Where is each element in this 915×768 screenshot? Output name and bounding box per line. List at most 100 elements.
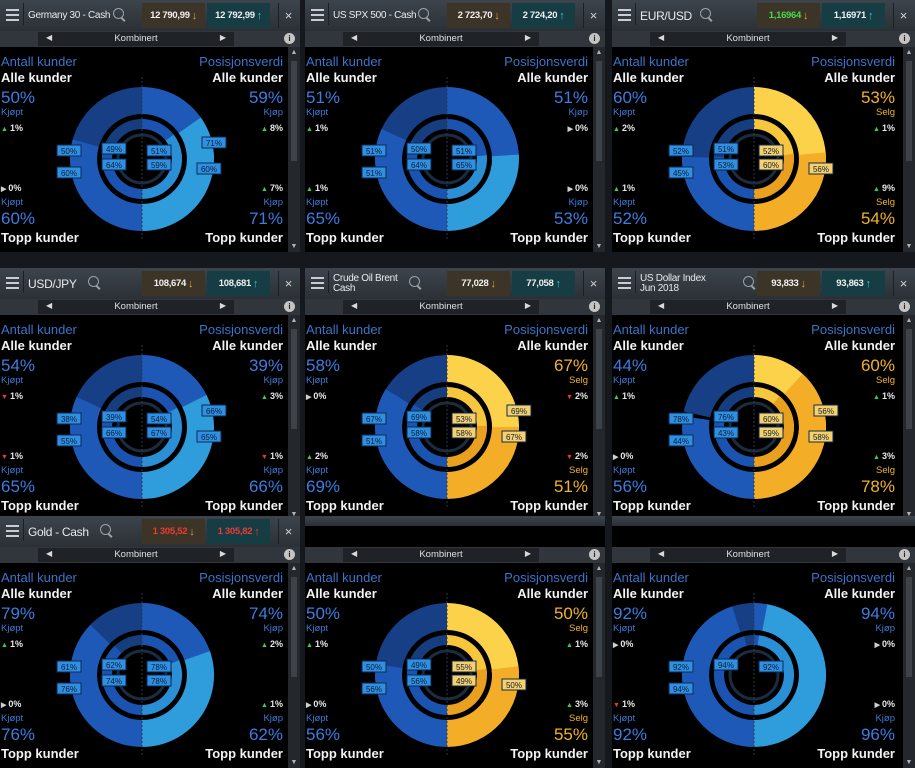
scrollbar[interactable]: ▲ ▼ — [288, 315, 300, 520]
prev-arrow-icon[interactable]: ◀ — [46, 301, 53, 310]
sell-price-button[interactable]: 1 305,52 ↓ — [142, 519, 205, 544]
search-icon[interactable] — [88, 276, 99, 287]
info-icon[interactable]: i — [899, 549, 910, 560]
menu-icon[interactable] — [2, 271, 24, 293]
close-button[interactable]: × — [583, 271, 603, 296]
scrollbar[interactable]: ▲ ▼ — [593, 315, 605, 520]
buy-price-button[interactable]: 108,681 ↑ — [207, 271, 270, 296]
close-button[interactable]: × — [893, 271, 913, 296]
search-icon[interactable] — [418, 8, 429, 19]
next-arrow-icon[interactable]: ▶ — [831, 301, 838, 310]
scroll-thumb[interactable] — [906, 577, 912, 677]
next-arrow-icon[interactable]: ▶ — [831, 33, 838, 42]
info-icon[interactable]: i — [899, 33, 910, 44]
prev-arrow-icon[interactable]: ◀ — [658, 301, 665, 310]
buy-price-button[interactable]: 77,058 ↑ — [512, 271, 575, 296]
buy-price-button[interactable]: 1,16971 ↑ — [822, 3, 885, 28]
close-button[interactable]: × — [278, 271, 298, 296]
sell-price-button[interactable]: 2 723,70 ↓ — [447, 3, 510, 28]
mode-selector[interactable]: ◀ ▶ Kombinert — [343, 300, 539, 314]
next-arrow-icon[interactable]: ▶ — [524, 549, 531, 558]
scrollbar[interactable]: ▲ ▼ — [288, 47, 300, 252]
scroll-down-icon[interactable]: ▼ — [595, 511, 603, 518]
scrollbar[interactable]: ▲ ▼ — [593, 563, 605, 768]
sell-price-button[interactable]: 1,16964 ↓ — [757, 3, 820, 28]
scroll-thumb[interactable] — [906, 61, 912, 161]
scroll-up-icon[interactable]: ▲ — [905, 565, 913, 572]
buy-price-button[interactable]: 93,863 ↑ — [822, 271, 885, 296]
prev-arrow-icon[interactable]: ◀ — [351, 549, 358, 558]
sell-price-button[interactable]: 77,028 ↓ — [447, 271, 510, 296]
scroll-thumb[interactable] — [596, 329, 602, 429]
prev-arrow-icon[interactable]: ◀ — [46, 33, 53, 42]
next-arrow-icon[interactable]: ▶ — [219, 301, 226, 310]
instrument-name[interactable]: USD/JPY — [28, 271, 136, 296]
search-icon[interactable] — [100, 524, 111, 535]
search-icon[interactable] — [700, 8, 711, 19]
scroll-up-icon[interactable]: ▲ — [290, 317, 298, 324]
scroll-thumb[interactable] — [291, 577, 297, 677]
next-arrow-icon[interactable]: ▶ — [524, 301, 531, 310]
info-icon[interactable]: i — [589, 549, 600, 560]
menu-icon[interactable] — [307, 271, 329, 293]
scroll-thumb[interactable] — [291, 61, 297, 161]
prev-arrow-icon[interactable]: ◀ — [658, 33, 665, 42]
scroll-thumb[interactable] — [291, 329, 297, 429]
mode-selector[interactable]: ◀ ▶ Kombinert — [38, 548, 234, 562]
info-icon[interactable]: i — [284, 33, 295, 44]
info-icon[interactable]: i — [284, 549, 295, 560]
scrollbar[interactable]: ▲ ▼ — [903, 315, 915, 520]
next-arrow-icon[interactable]: ▶ — [831, 549, 838, 558]
scroll-thumb[interactable] — [596, 61, 602, 161]
sell-price-button[interactable]: 93,833 ↓ — [757, 271, 820, 296]
info-icon[interactable]: i — [589, 301, 600, 312]
close-button[interactable]: × — [278, 3, 298, 28]
scroll-up-icon[interactable]: ▲ — [595, 49, 603, 56]
mode-selector[interactable]: ◀ ▶ Kombinert — [650, 32, 846, 46]
mode-selector[interactable]: ◀ ▶ Kombinert — [650, 300, 846, 314]
scroll-down-icon[interactable]: ▼ — [905, 243, 913, 250]
scrollbar[interactable]: ▲ ▼ — [593, 47, 605, 252]
prev-arrow-icon[interactable]: ◀ — [46, 549, 53, 558]
menu-icon[interactable] — [2, 3, 24, 25]
close-button[interactable]: × — [583, 3, 603, 28]
next-arrow-icon[interactable]: ▶ — [524, 33, 531, 42]
buy-price-button[interactable]: 2 724,20 ↑ — [512, 3, 575, 28]
mode-selector[interactable]: ◀ ▶ Kombinert — [343, 548, 539, 562]
mode-selector[interactable]: ◀ ▶ Kombinert — [343, 32, 539, 46]
next-arrow-icon[interactable]: ▶ — [219, 549, 226, 558]
buy-price-button[interactable]: 1 305,82 ↑ — [207, 519, 270, 544]
scroll-down-icon[interactable]: ▼ — [905, 511, 913, 518]
mode-selector[interactable]: ◀ ▶ Kombinert — [38, 300, 234, 314]
search-icon[interactable] — [743, 276, 754, 287]
mode-selector[interactable]: ◀ ▶ Kombinert — [650, 548, 846, 562]
scroll-up-icon[interactable]: ▲ — [595, 317, 603, 324]
scroll-down-icon[interactable]: ▼ — [905, 759, 913, 766]
instrument-name[interactable]: Crude Oil Brent Cash — [333, 271, 441, 296]
menu-icon[interactable] — [614, 3, 636, 25]
menu-icon[interactable] — [2, 519, 24, 541]
scroll-down-icon[interactable]: ▼ — [290, 243, 298, 250]
scroll-up-icon[interactable]: ▲ — [290, 565, 298, 572]
menu-icon[interactable] — [307, 3, 329, 25]
scroll-down-icon[interactable]: ▼ — [595, 243, 603, 250]
scrollbar[interactable]: ▲ ▼ — [903, 47, 915, 252]
menu-icon[interactable] — [614, 271, 636, 293]
scroll-thumb[interactable] — [596, 577, 602, 677]
scroll-down-icon[interactable]: ▼ — [290, 759, 298, 766]
scroll-thumb[interactable] — [906, 329, 912, 429]
sell-price-button[interactable]: 108,674 ↓ — [142, 271, 205, 296]
buy-price-button[interactable]: 12 792,99 ↑ — [207, 3, 270, 28]
instrument-name[interactable]: EUR/USD — [640, 3, 748, 28]
sell-price-button[interactable]: 12 790,99 ↓ — [142, 3, 205, 28]
mode-selector[interactable]: ◀ ▶ Kombinert — [38, 32, 234, 46]
instrument-name[interactable]: US SPX 500 - Cash — [333, 3, 441, 28]
close-button[interactable]: × — [893, 3, 913, 28]
prev-arrow-icon[interactable]: ◀ — [351, 301, 358, 310]
scroll-down-icon[interactable]: ▼ — [595, 759, 603, 766]
info-icon[interactable]: i — [589, 33, 600, 44]
scroll-up-icon[interactable]: ▲ — [595, 565, 603, 572]
instrument-name[interactable]: US Dollar Index Jun 2018 — [640, 271, 748, 296]
scrollbar[interactable]: ▲ ▼ — [903, 563, 915, 768]
scroll-up-icon[interactable]: ▲ — [905, 49, 913, 56]
